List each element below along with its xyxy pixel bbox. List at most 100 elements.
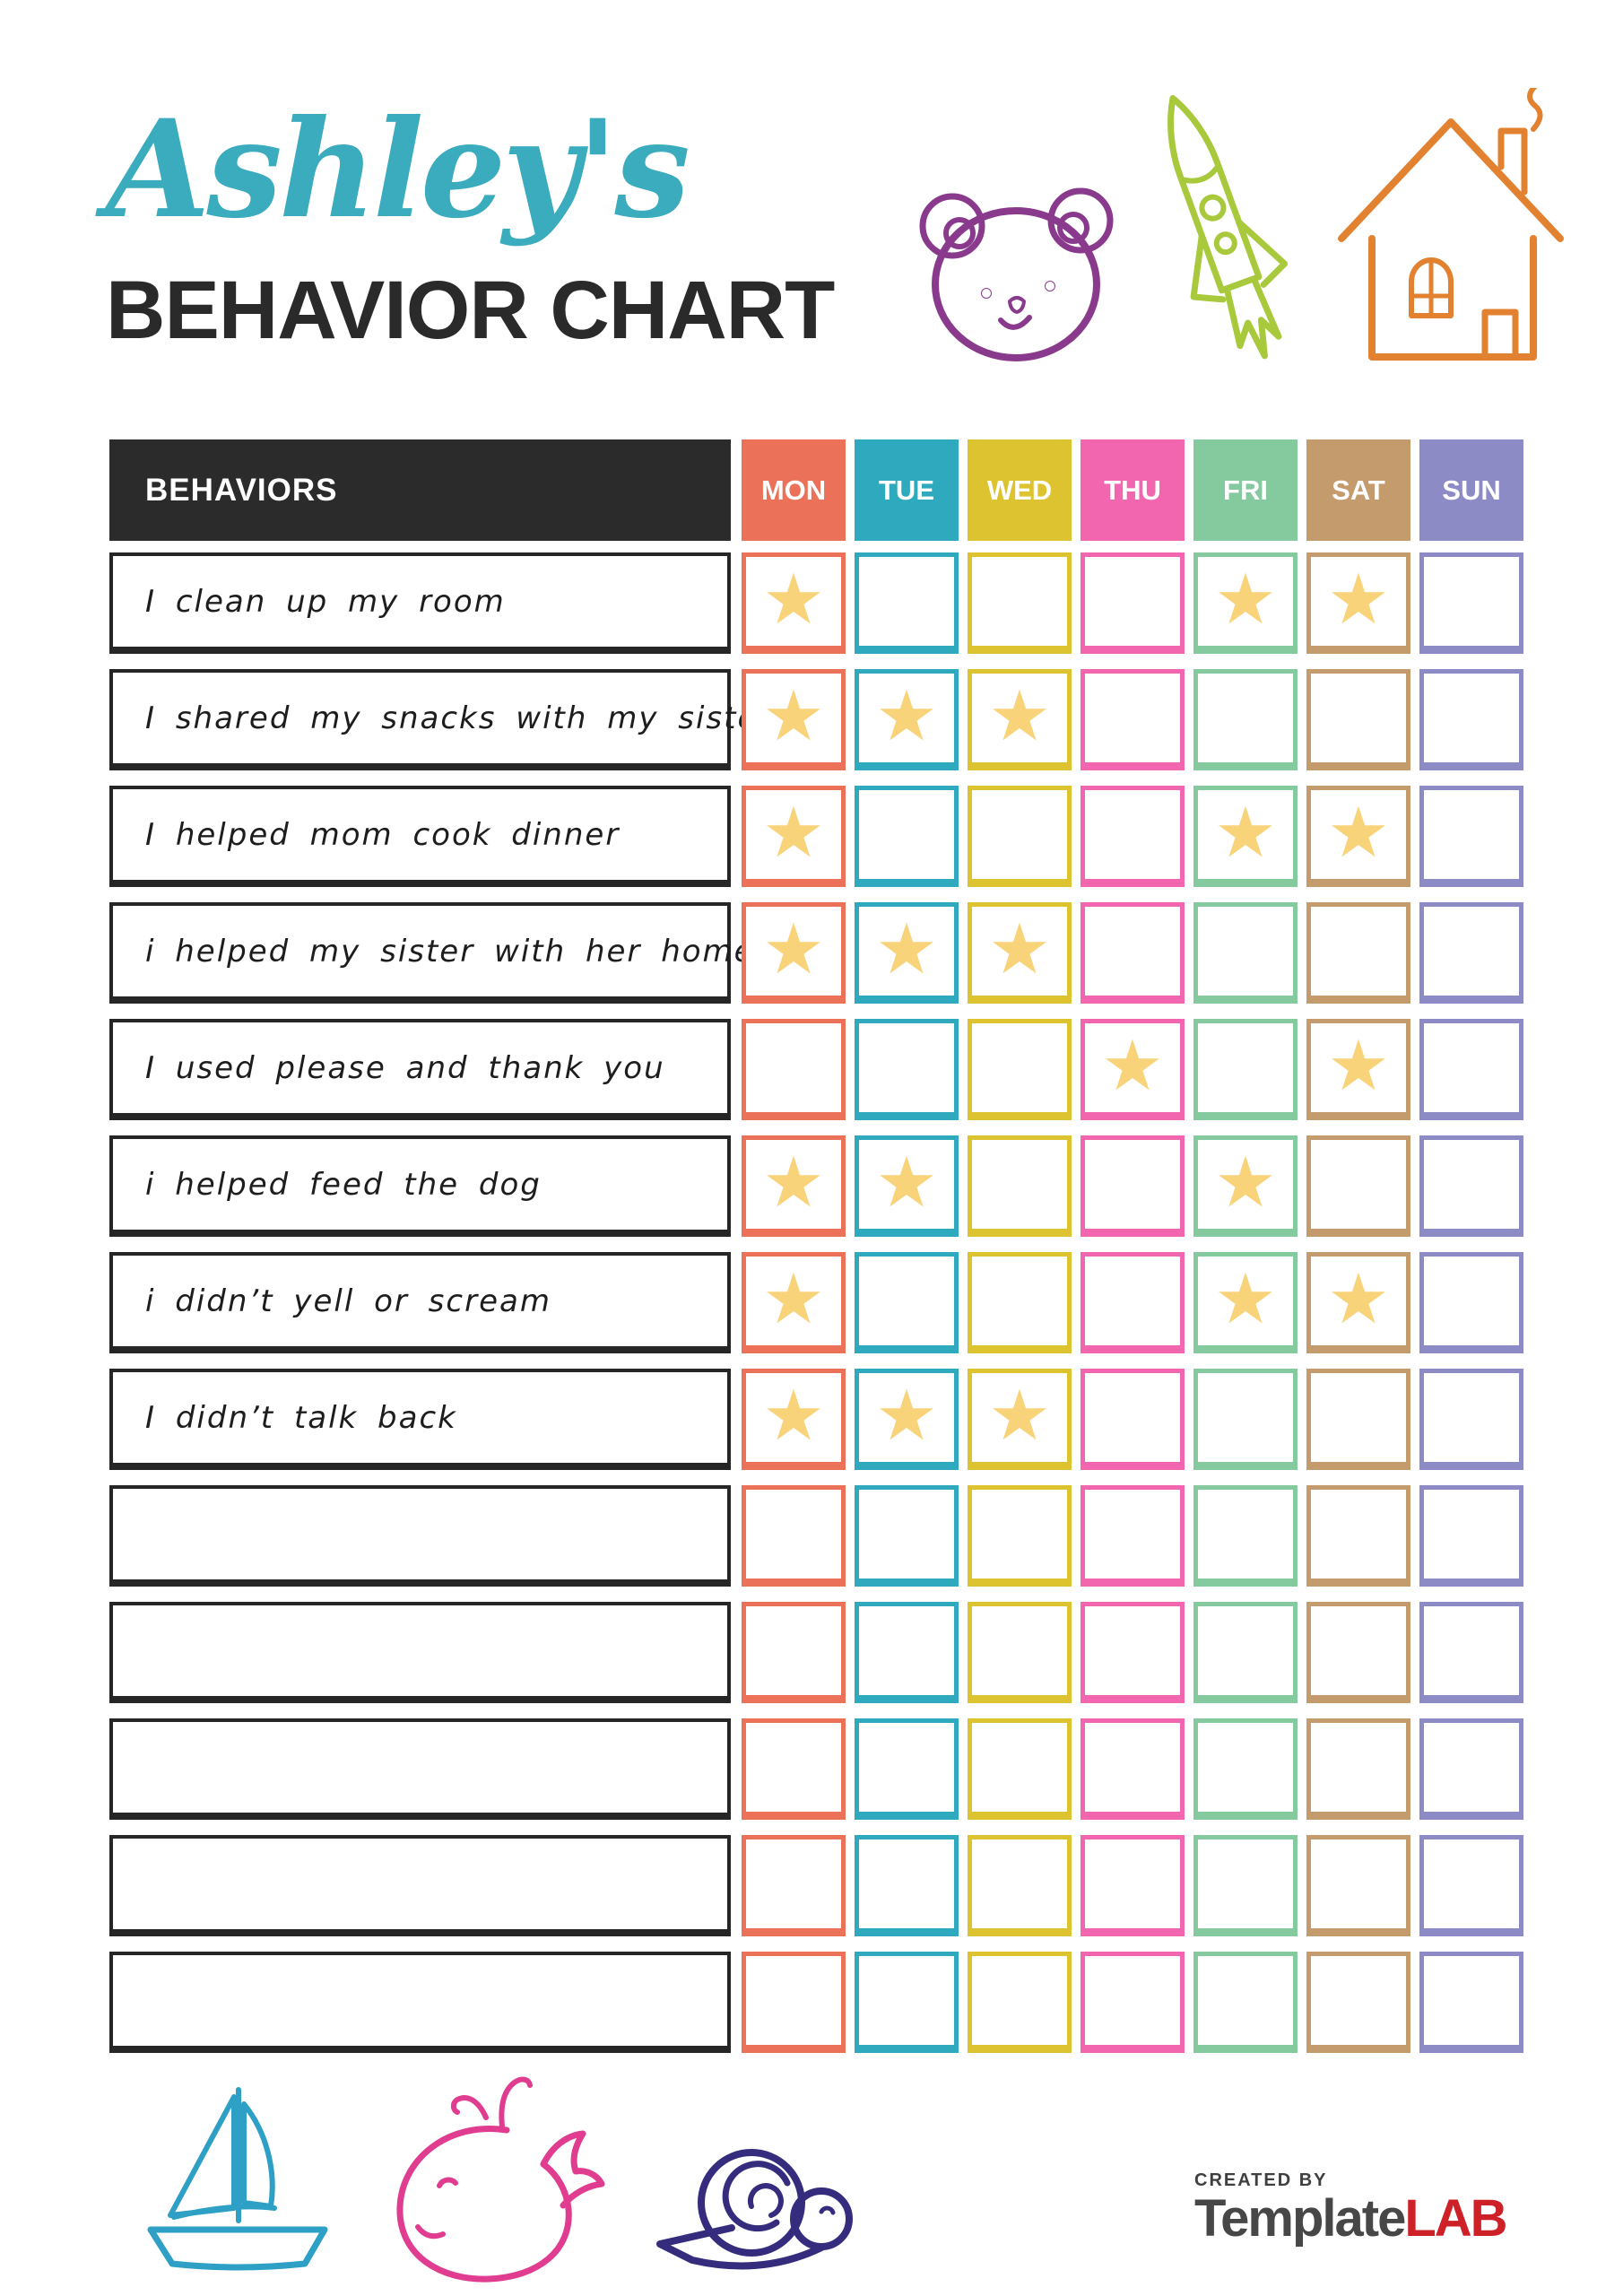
star-cell-row5-sun[interactable] [1419,1019,1523,1120]
star-cell-row1-thu[interactable] [1081,552,1185,654]
star-cell-row9-thu[interactable] [1081,1485,1185,1587]
star-cell-row10-fri[interactable] [1193,1602,1298,1703]
behavior-cell-row7[interactable]: i didn’t yell or scream [109,1252,731,1353]
star-cell-row5-sat[interactable]: ★ [1306,1019,1410,1120]
star-cell-row12-tue[interactable] [855,1835,959,1936]
star-cell-row9-mon[interactable] [742,1485,846,1587]
star-cell-row3-sat[interactable]: ★ [1306,786,1410,887]
star-cell-row6-sat[interactable] [1306,1135,1410,1237]
star-cell-row10-sun[interactable] [1419,1602,1523,1703]
star-cell-row8-wed[interactable]: ★ [968,1369,1072,1470]
behavior-cell-row9[interactable] [109,1485,731,1587]
star-cell-row1-fri[interactable]: ★ [1193,552,1298,654]
star-cell-row10-wed[interactable] [968,1602,1072,1703]
star-cell-row12-mon[interactable] [742,1835,846,1936]
star-cell-row11-tue[interactable] [855,1718,959,1820]
star-cell-row2-sat[interactable] [1306,669,1410,770]
star-cell-row12-fri[interactable] [1193,1835,1298,1936]
star-cell-row1-tue[interactable] [855,552,959,654]
star-cell-row6-sun[interactable] [1419,1135,1523,1237]
star-cell-row4-thu[interactable] [1081,902,1185,1004]
star-cell-row11-thu[interactable] [1081,1718,1185,1820]
star-cell-row9-sat[interactable] [1306,1485,1410,1587]
star-cell-row5-thu[interactable]: ★ [1081,1019,1185,1120]
behavior-cell-row13[interactable] [109,1952,731,2053]
star-cell-row13-sat[interactable] [1306,1952,1410,2053]
star-cell-row3-thu[interactable] [1081,786,1185,887]
star-cell-row13-tue[interactable] [855,1952,959,2053]
star-cell-row4-sun[interactable] [1419,902,1523,1004]
star-cell-row13-fri[interactable] [1193,1952,1298,2053]
star-cell-row3-fri[interactable]: ★ [1193,786,1298,887]
star-cell-row12-sun[interactable] [1419,1835,1523,1936]
behavior-cell-row12[interactable] [109,1835,731,1936]
star-cell-row7-fri[interactable]: ★ [1193,1252,1298,1353]
star-cell-row10-thu[interactable] [1081,1602,1185,1703]
star-cell-row11-mon[interactable] [742,1718,846,1820]
star-cell-row11-sat[interactable] [1306,1718,1410,1820]
star-cell-row4-sat[interactable] [1306,902,1410,1004]
star-cell-row5-fri[interactable] [1193,1019,1298,1120]
star-cell-row8-sat[interactable] [1306,1369,1410,1470]
star-cell-row8-tue[interactable]: ★ [855,1369,959,1470]
behavior-cell-row8[interactable]: I didn’t talk back [109,1369,731,1470]
star-cell-row5-tue[interactable] [855,1019,959,1120]
star-cell-row2-sun[interactable] [1419,669,1523,770]
behavior-cell-row1[interactable]: I clean up my room [109,552,731,654]
star-cell-row13-sun[interactable] [1419,1952,1523,2053]
star-cell-row4-wed[interactable]: ★ [968,902,1072,1004]
star-cell-row12-wed[interactable] [968,1835,1072,1936]
star-cell-row2-thu[interactable] [1081,669,1185,770]
star-cell-row3-wed[interactable] [968,786,1072,887]
behavior-cell-row2[interactable]: I shared my snacks with my sister [109,669,770,770]
star-cell-row5-mon[interactable] [742,1019,846,1120]
star-cell-row6-mon[interactable]: ★ [742,1135,846,1237]
star-cell-row6-fri[interactable]: ★ [1193,1135,1298,1237]
star-cell-row13-thu[interactable] [1081,1952,1185,2053]
star-cell-row9-wed[interactable] [968,1485,1072,1587]
star-cell-row9-tue[interactable] [855,1485,959,1587]
star-cell-row11-fri[interactable] [1193,1718,1298,1820]
star-cell-row1-sat[interactable]: ★ [1306,552,1410,654]
star-cell-row6-tue[interactable]: ★ [855,1135,959,1237]
star-cell-row10-mon[interactable] [742,1602,846,1703]
star-cell-row3-sun[interactable] [1419,786,1523,887]
star-cell-row6-wed[interactable] [968,1135,1072,1237]
star-cell-row4-fri[interactable] [1193,902,1298,1004]
star-cell-row13-mon[interactable] [742,1952,846,2053]
star-cell-row11-sun[interactable] [1419,1718,1523,1820]
star-cell-row2-tue[interactable]: ★ [855,669,959,770]
star-cell-row2-fri[interactable] [1193,669,1298,770]
star-cell-row10-tue[interactable] [855,1602,959,1703]
star-cell-row7-sat[interactable]: ★ [1306,1252,1410,1353]
star-cell-row11-wed[interactable] [968,1718,1072,1820]
behavior-cell-row10[interactable] [109,1602,731,1703]
star-cell-row4-tue[interactable]: ★ [855,902,959,1004]
star-cell-row2-wed[interactable]: ★ [968,669,1072,770]
star-cell-row12-thu[interactable] [1081,1835,1185,1936]
star-cell-row8-sun[interactable] [1419,1369,1523,1470]
star-cell-row7-mon[interactable]: ★ [742,1252,846,1353]
star-cell-row13-wed[interactable] [968,1952,1072,2053]
star-cell-row1-mon[interactable]: ★ [742,552,846,654]
behavior-cell-row6[interactable]: i helped feed the dog [109,1135,731,1237]
star-cell-row1-wed[interactable] [968,552,1072,654]
behavior-cell-row11[interactable] [109,1718,731,1820]
star-cell-row7-wed[interactable] [968,1252,1072,1353]
star-cell-row5-wed[interactable] [968,1019,1072,1120]
behavior-cell-row3[interactable]: I helped mom cook dinner [109,786,731,887]
star-cell-row12-sat[interactable] [1306,1835,1410,1936]
star-cell-row7-tue[interactable] [855,1252,959,1353]
star-cell-row3-tue[interactable] [855,786,959,887]
star-cell-row8-thu[interactable] [1081,1369,1185,1470]
star-cell-row6-thu[interactable] [1081,1135,1185,1237]
star-cell-row1-sun[interactable] [1419,552,1523,654]
star-cell-row7-thu[interactable] [1081,1252,1185,1353]
star-cell-row7-sun[interactable] [1419,1252,1523,1353]
star-cell-row8-fri[interactable] [1193,1369,1298,1470]
star-cell-row2-mon[interactable]: ★ [742,669,846,770]
star-cell-row9-sun[interactable] [1419,1485,1523,1587]
behavior-cell-row5[interactable]: I used please and thank you [109,1019,731,1120]
star-cell-row4-mon[interactable]: ★ [742,902,846,1004]
star-cell-row9-fri[interactable] [1193,1485,1298,1587]
